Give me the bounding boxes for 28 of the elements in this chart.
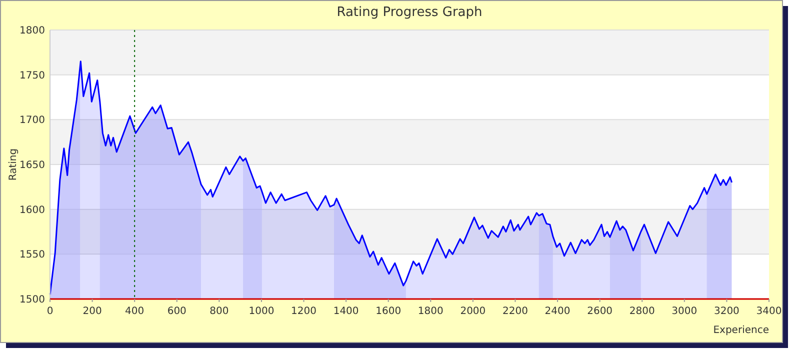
x-tick-label: 800 [210, 306, 229, 317]
y-tick-label: 1550 [20, 250, 45, 261]
chart-title: Rating Progress Graph [336, 5, 482, 20]
x-tick-label: 2200 [502, 306, 528, 317]
x-tick-label: 3400 [756, 306, 782, 317]
y-tick-label: 1600 [20, 204, 45, 216]
x-tick-label: 400 [125, 306, 144, 317]
x-tick-label: 600 [167, 306, 186, 317]
y-axis-title: Rating [8, 148, 19, 181]
x-tick-label: 1800 [418, 306, 444, 317]
x-tick-label: 200 [82, 306, 102, 317]
x-tick-label: 2600 [587, 306, 613, 317]
x-tick-label: 1400 [333, 306, 359, 317]
x-tick-label: 3000 [672, 306, 698, 317]
x-axis-title: Experience [713, 325, 769, 336]
y-tick-label: 1750 [20, 70, 45, 82]
y-tick-label: 1500 [20, 294, 45, 306]
x-tick-label: 1600 [376, 306, 402, 317]
x-tick-label: 2800 [629, 306, 655, 317]
x-tick-label: 2000 [460, 306, 486, 317]
x-tick-label: 0 [46, 306, 54, 317]
y-tick-label: 1800 [20, 26, 45, 36]
x-tick-label: 3200 [714, 306, 740, 317]
x-tick-label: 1200 [291, 306, 316, 317]
y-tick-label: 1650 [20, 160, 45, 171]
x-tick-label: 2400 [544, 306, 570, 317]
y-tick-label: 1700 [20, 115, 45, 126]
x-tick-label: 1000 [248, 306, 274, 317]
